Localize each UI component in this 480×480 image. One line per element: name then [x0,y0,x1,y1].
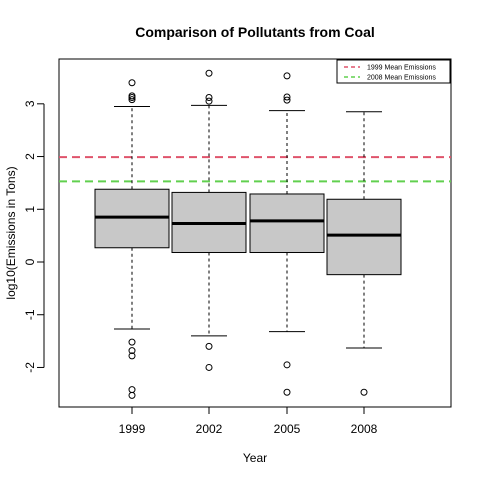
outlier-point [128,79,136,87]
outlier-point [283,388,291,396]
x-axis: 1999 2002 2005 2008 [119,406,378,436]
x-tick-label: 2002 [196,422,223,436]
y-tick-label: -1 [23,309,37,320]
y-axis-label: log10(Emissions in Tons) [4,166,18,299]
outlier-point [205,342,213,350]
outlier-point [205,97,213,105]
outlier-point [360,388,368,396]
y-axis: -2 -1 0 1 2 3 [23,100,45,373]
y-tick-label: 0 [23,258,37,265]
outlier-point [128,347,136,355]
y-tick-label: 3 [23,100,37,107]
interquartile-box [326,198,402,276]
box-1999 [94,79,170,399]
outlier-point [205,363,213,371]
outlier-point [128,391,136,399]
boxes [94,69,402,399]
chart-title: Comparison of Pollutants from Coal [135,24,375,40]
reference-lines [59,156,451,183]
interquartile-box [249,193,325,254]
x-tick-label: 2005 [274,422,301,436]
legend: 1999 Mean Emissions 2008 Mean Emissions [336,59,451,84]
x-tick-label: 1999 [119,422,146,436]
box-2008 [326,111,402,396]
y-tick-label: 2 [23,153,37,160]
box-2002 [171,69,247,371]
outlier-point [283,361,291,369]
outlier-point [128,93,136,101]
outlier-point [283,93,291,101]
outlier-point [205,93,213,101]
legend-label: 2008 Mean Emissions [367,75,436,82]
outlier-point [128,386,136,394]
outlier-point [128,352,136,360]
outlier-point [128,96,136,104]
x-tick-label: 2008 [351,422,378,436]
outlier-point [128,338,136,346]
legend-label: 1999 Mean Emissions [367,65,436,72]
outlier-point [283,96,291,104]
legend-box [336,59,451,84]
y-tick-label: -2 [23,362,37,373]
x-axis-label: Year [243,451,267,465]
y-tick-label: 1 [23,206,37,213]
outlier-point [205,69,213,77]
outlier-point [283,72,291,80]
box-2005 [249,72,325,396]
